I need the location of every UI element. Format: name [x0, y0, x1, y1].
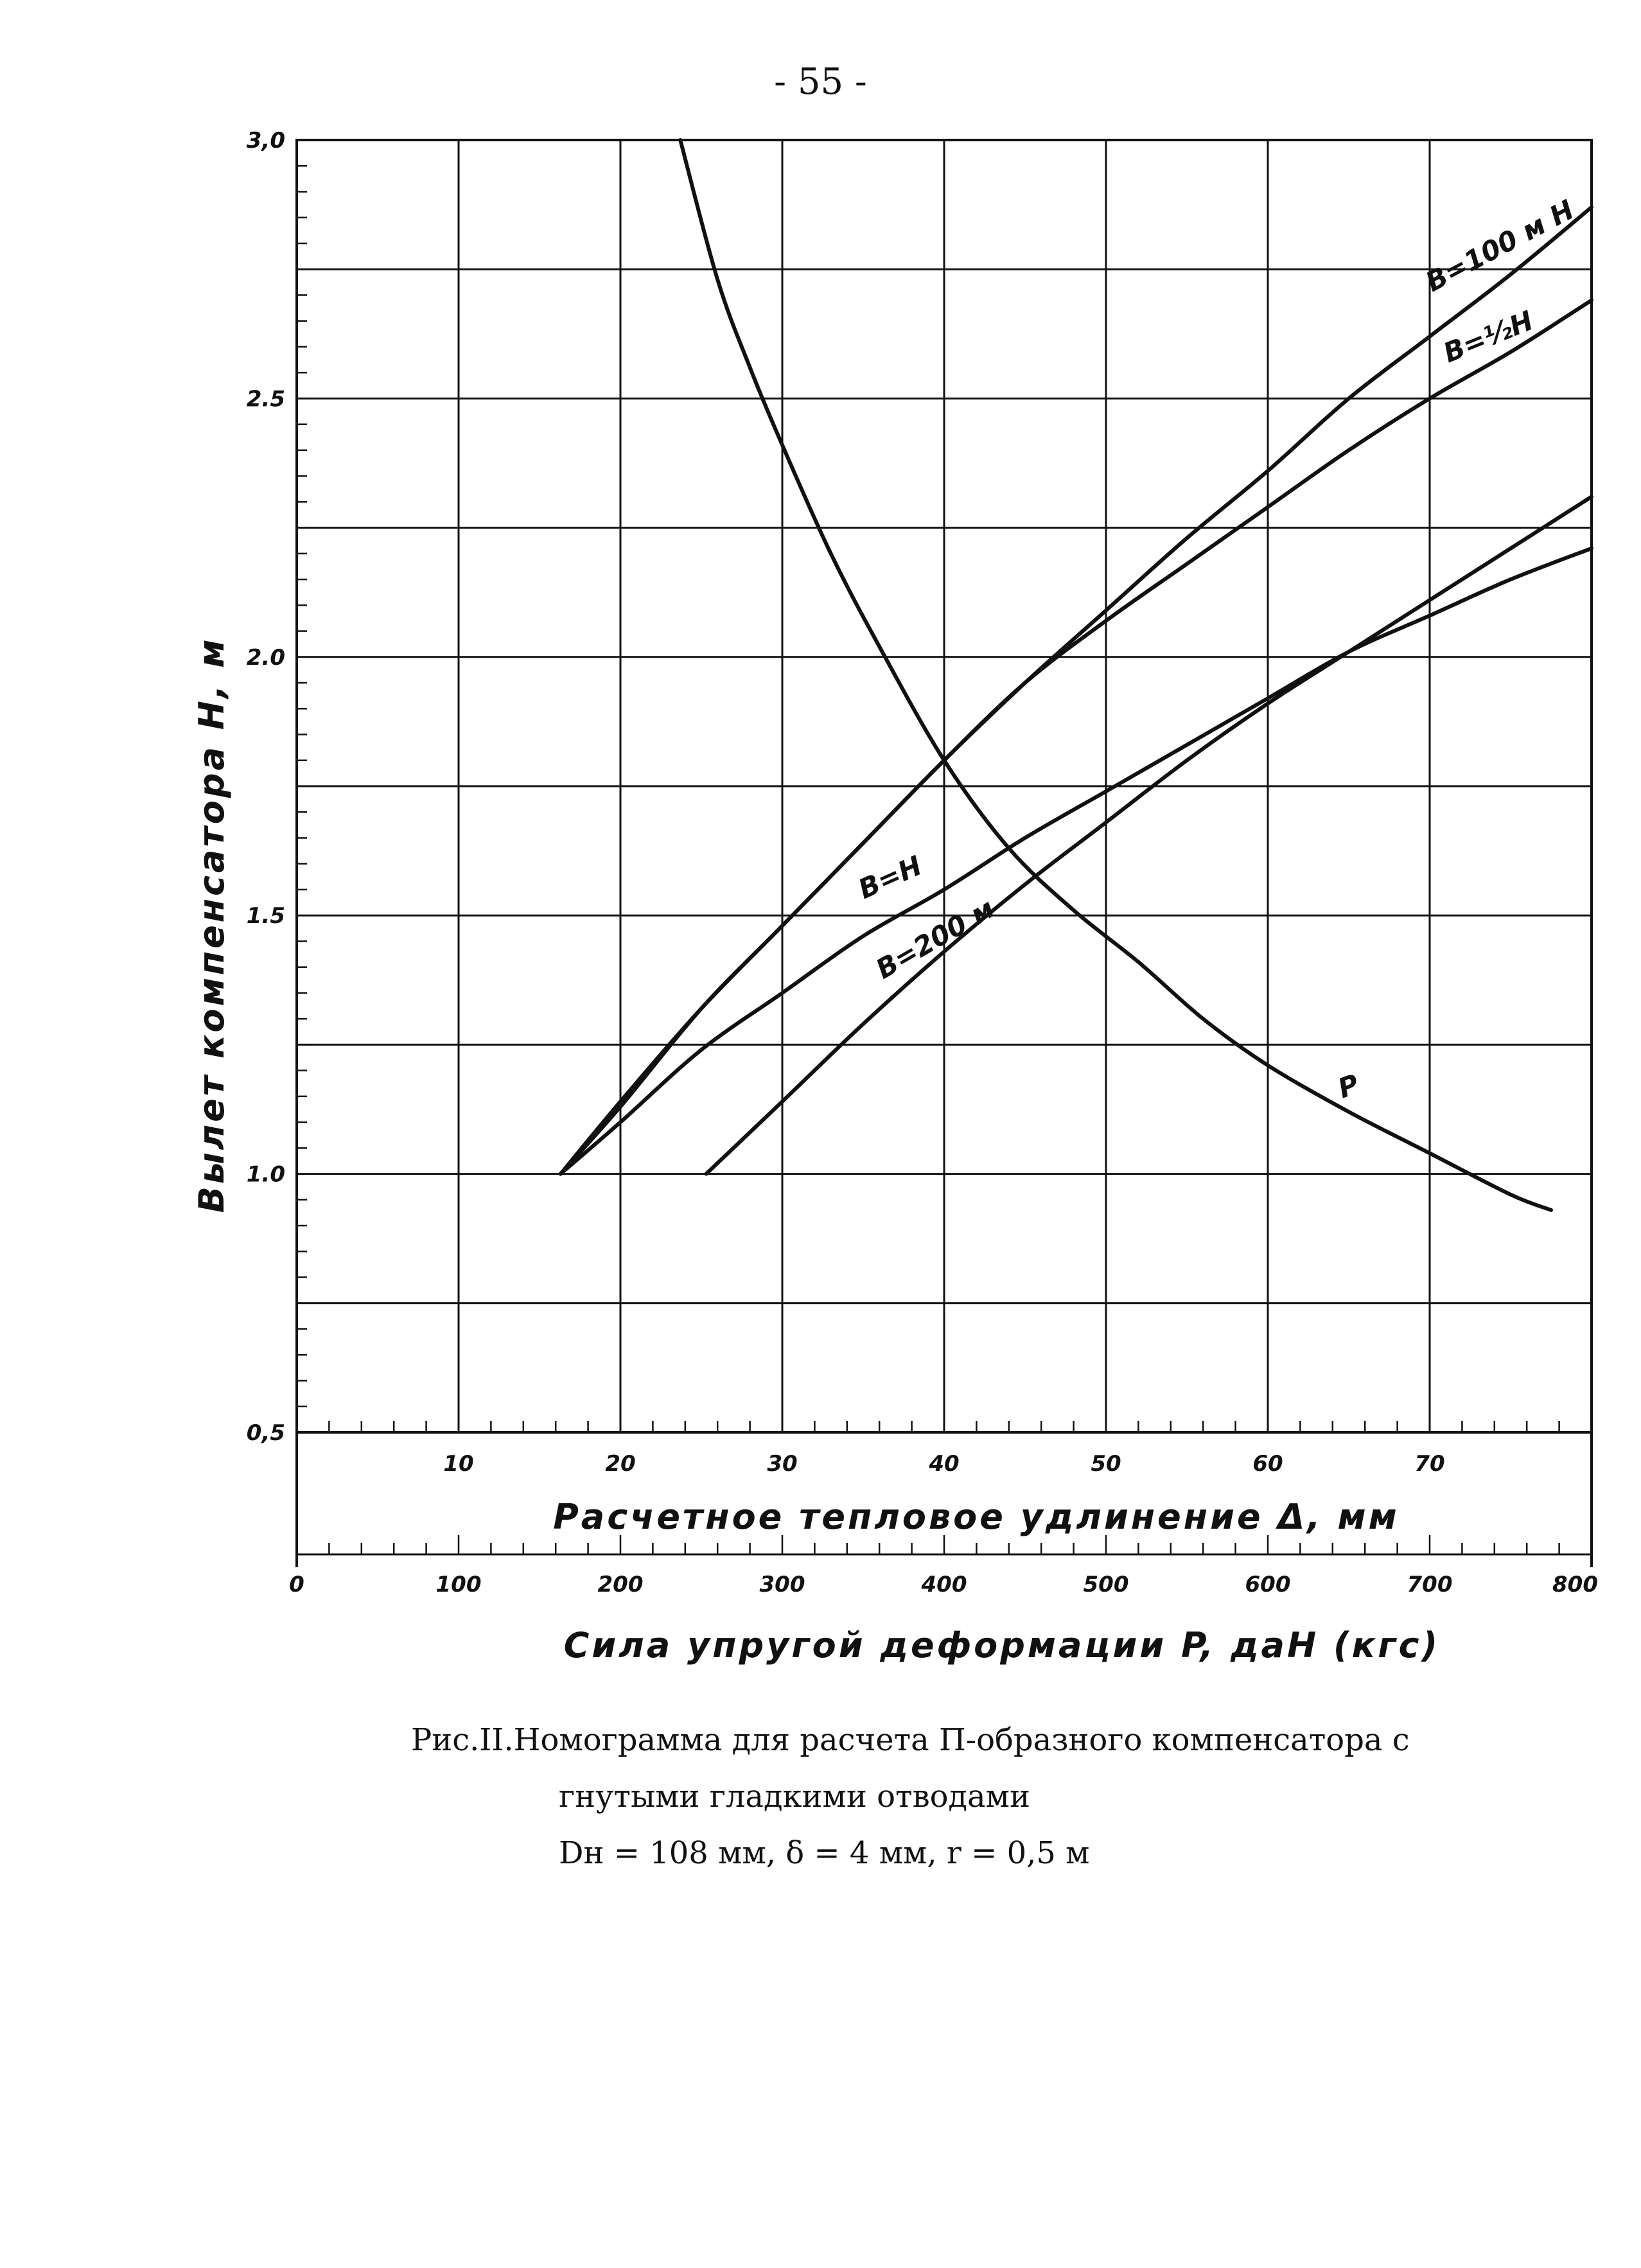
x-force-tick-labels: 0 100 200 300 400 500 600 700 800: [289, 1572, 1598, 1597]
curve-b-200: [704, 495, 1593, 1176]
x-delta-tick-labels: 10 20 30 40 50 60 70: [443, 1451, 1444, 1477]
delta-tick-label: 10: [443, 1451, 473, 1477]
curve-labels: B=100 м HB=½HB=HB=200 мP: [854, 194, 1579, 1105]
delta-tick-label: 60: [1252, 1451, 1283, 1477]
caption-line-1: Рис.II.Номограмма для расчета П-образног…: [411, 1722, 1410, 1758]
force-tick-label: 800: [1552, 1572, 1598, 1597]
x-axis-title-delta: Расчетное тепловое удлинение Δ, мм: [553, 1497, 1400, 1537]
y-axis-title: Вылет компенсатора H, м: [191, 637, 232, 1213]
force-tick-label: 300: [760, 1572, 805, 1597]
curve-label-b-200: B=200 м: [871, 892, 1000, 985]
curve-b-1-2-h: [558, 298, 1593, 1176]
x-axis-title-force: Сила упругой деформации P, даН (кгс): [564, 1625, 1440, 1666]
caption-line-3: Dн = 108 мм, δ = 4 мм, r = 0,5 м: [559, 1835, 1090, 1871]
y-tick-label: 1.5: [247, 903, 285, 929]
figure-caption: Рис.II.Номограмма для расчета П-образног…: [411, 1712, 1567, 1881]
curve-label-b-h: B=H: [854, 850, 926, 905]
caption-line-2: гнутыми гладкими отводами: [559, 1779, 1030, 1815]
force-tick-label: 500: [1084, 1572, 1129, 1597]
delta-tick-label: 50: [1091, 1451, 1121, 1477]
force-tick-label: 400: [921, 1572, 967, 1597]
y-tick-label: 3,0: [247, 128, 285, 154]
force-tick-label: 200: [598, 1572, 644, 1597]
force-tick-label: 100: [436, 1572, 482, 1597]
curve-b-100-h: [558, 205, 1593, 1176]
y-tick-label: 0,5: [247, 1420, 285, 1446]
delta-tick-label: 20: [605, 1451, 635, 1477]
y-tick-labels: 3,0 2.5 2.0 1.5 1.0 0,5: [247, 128, 285, 1446]
curve-label-b-1-2-h: B=½H: [1439, 304, 1538, 369]
delta-tick-label: 30: [767, 1451, 797, 1477]
delta-tick-label: 70: [1414, 1451, 1444, 1477]
curve-label-p: P: [1334, 1068, 1364, 1105]
curve-b-h: [558, 546, 1593, 1176]
y-tick-label: 2.0: [247, 645, 285, 671]
delta-tick-label: 40: [928, 1451, 959, 1477]
curves: [558, 138, 1593, 1212]
y-tick-label: 2.5: [247, 386, 285, 412]
nomogram-chart: 3,0 2.5 2.0 1.5 1.0 0,5 10 20 30 40 50 60 70 0 100 20…: [191, 128, 1598, 1666]
force-tick-label: 700: [1407, 1572, 1453, 1597]
curve-p: [678, 138, 1553, 1212]
force-tick-label: 600: [1245, 1572, 1291, 1597]
tick-marks: [295, 139, 1593, 1554]
grid-lines: [297, 140, 1592, 1432]
page-number: - 55 -: [774, 61, 867, 103]
force-tick-label: 0: [289, 1572, 304, 1597]
y-tick-label: 1.0: [247, 1162, 285, 1188]
